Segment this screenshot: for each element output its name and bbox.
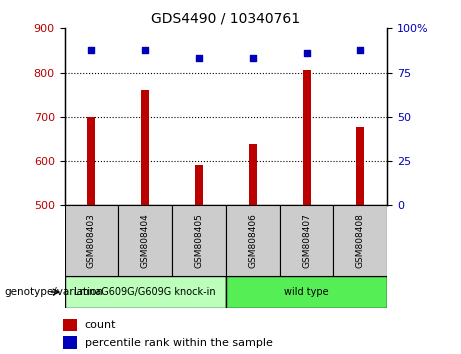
Bar [333,205,387,276]
Point [195,56,203,61]
Bar [280,205,333,276]
Point [249,56,256,61]
Bar [356,127,364,205]
Bar [226,276,387,308]
Text: GSM808403: GSM808403 [87,213,96,268]
Text: GSM808408: GSM808408 [356,213,365,268]
Point [88,47,95,52]
Bar [118,205,172,276]
Text: LmnaG609G/G609G knock-in: LmnaG609G/G609G knock-in [74,287,216,297]
Bar [302,70,311,205]
Text: count: count [85,320,116,330]
Bar [249,144,257,205]
Bar [63,319,77,331]
Text: GSM808406: GSM808406 [248,213,257,268]
Bar [172,205,226,276]
Bar [226,205,280,276]
Bar [141,90,149,205]
Text: genotype/variation: genotype/variation [5,287,104,297]
Point [142,47,149,52]
Point [357,47,364,52]
Text: percentile rank within the sample: percentile rank within the sample [85,338,273,348]
Title: GDS4490 / 10340761: GDS4490 / 10340761 [151,12,301,26]
Text: GSM808405: GSM808405 [195,213,203,268]
Bar [88,117,95,205]
Bar [65,276,226,308]
Text: wild type: wild type [284,287,329,297]
Bar [195,166,203,205]
Bar [63,336,77,349]
Point [303,50,310,56]
Text: GSM808404: GSM808404 [141,213,150,268]
Text: GSM808407: GSM808407 [302,213,311,268]
Bar [65,205,118,276]
